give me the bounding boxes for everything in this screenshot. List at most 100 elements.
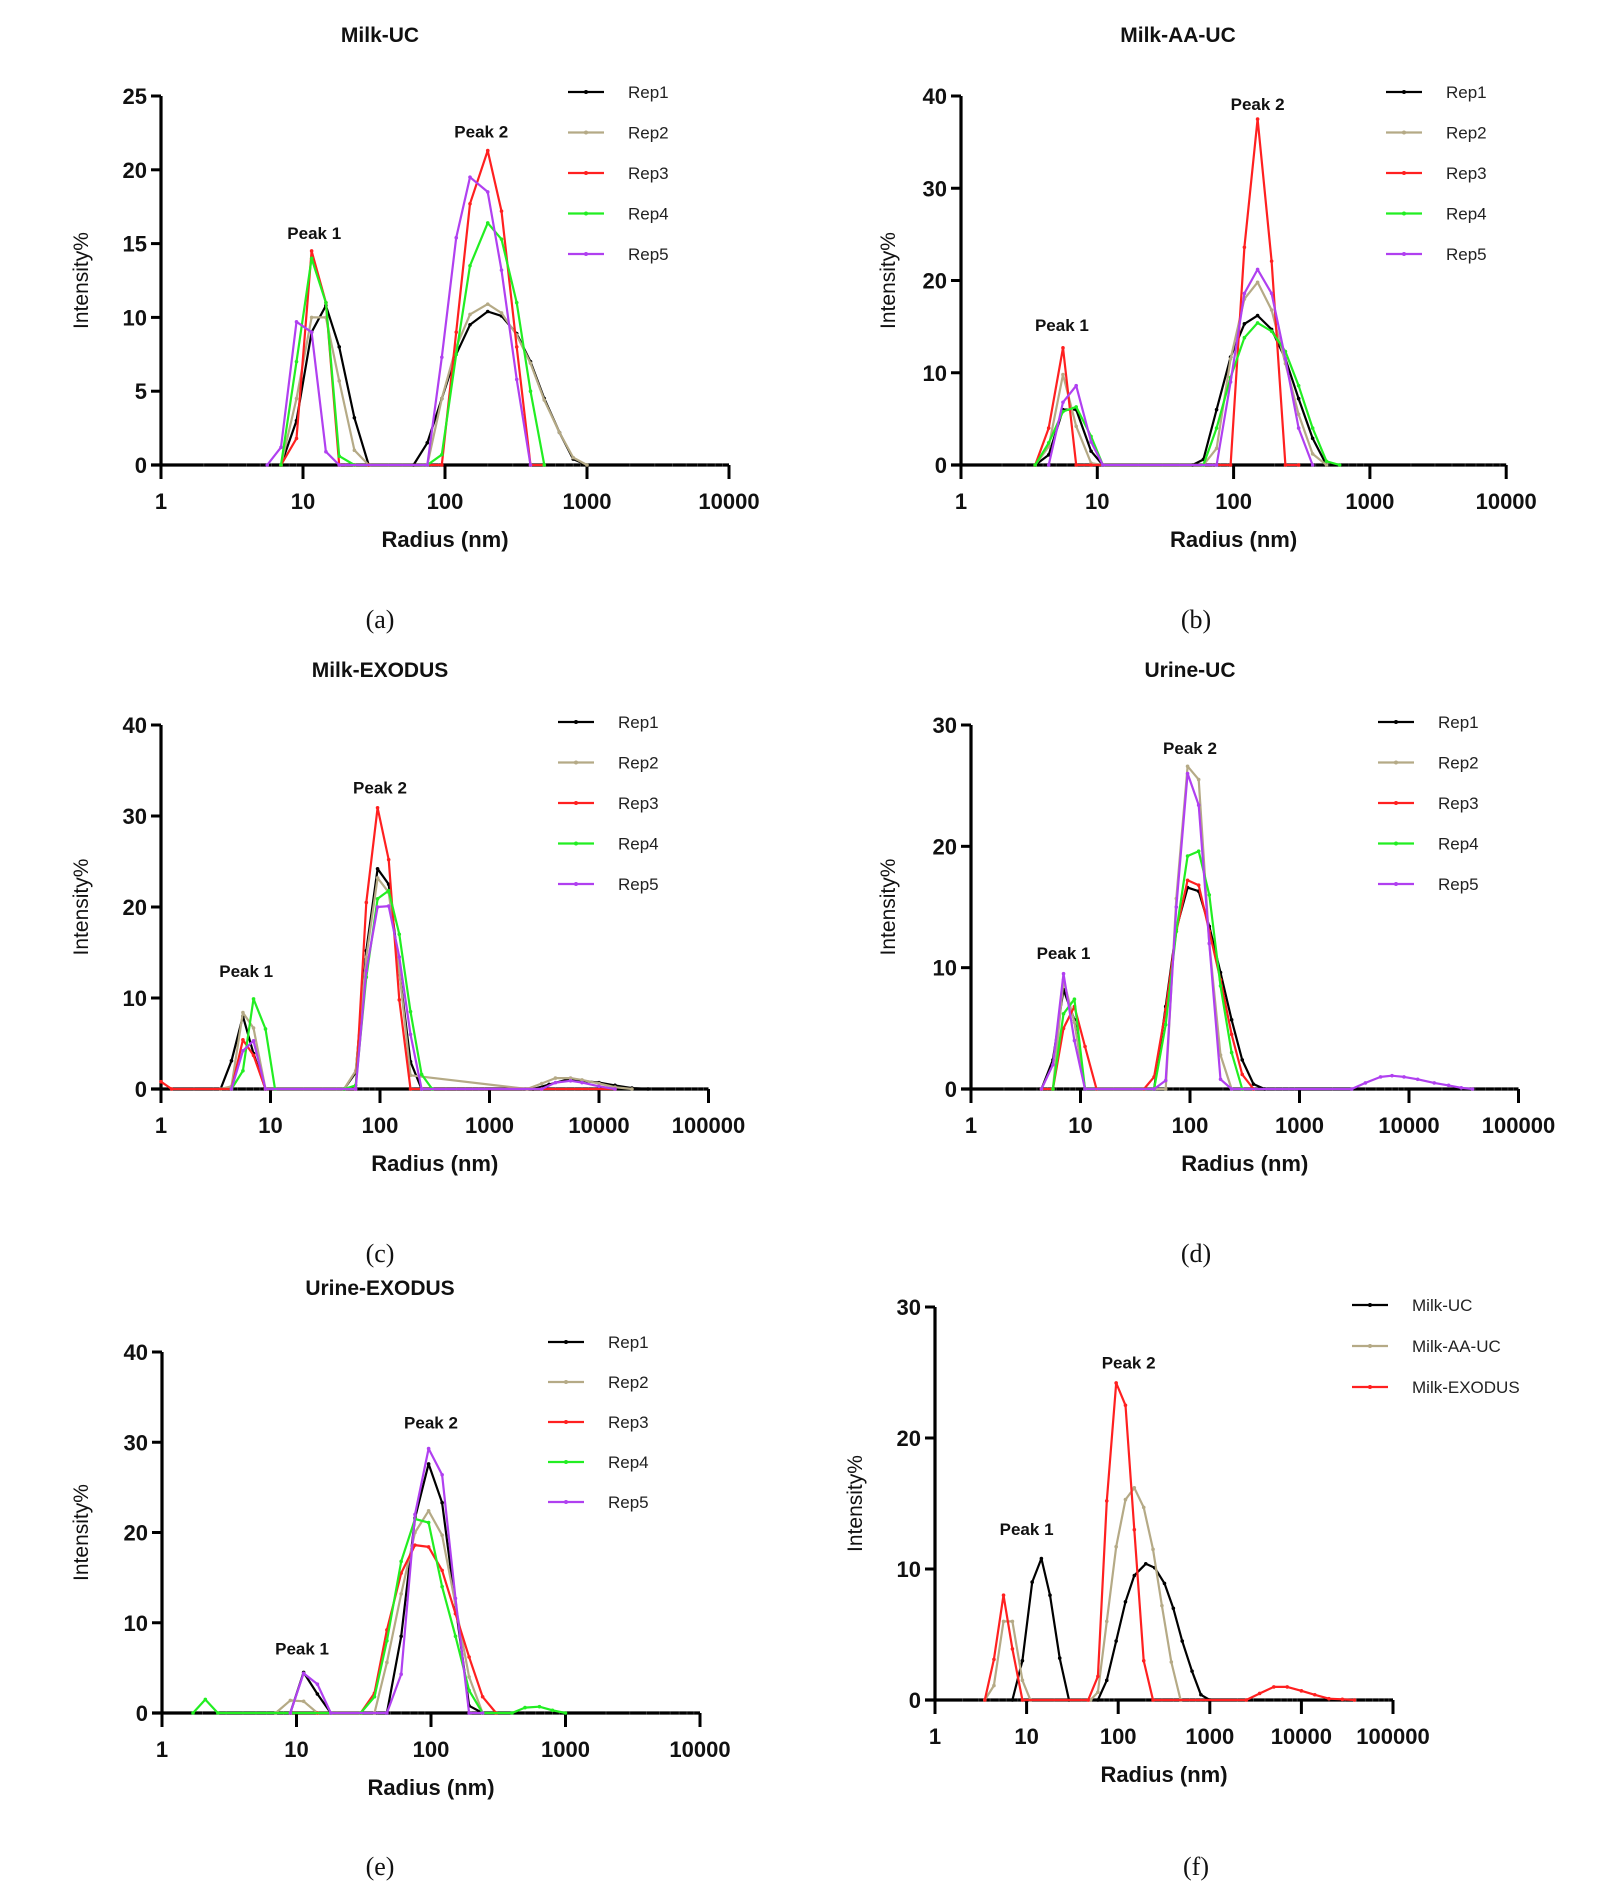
x-tick-label: 10000	[1476, 489, 1537, 514]
data-point	[1415, 1077, 1420, 1082]
legend: Rep1 Rep2 Rep3 Rep4 Rep5	[1386, 83, 1487, 264]
data-point	[453, 1596, 458, 1601]
data-point	[1255, 267, 1260, 272]
data-point	[263, 1087, 268, 1091]
data-point	[385, 1639, 389, 1643]
data-point	[337, 463, 342, 467]
data-point	[499, 268, 504, 272]
data-point	[1083, 1087, 1087, 1091]
peak-annotation: Peak 2	[353, 778, 407, 797]
data-point	[294, 359, 299, 364]
data-point	[467, 1711, 471, 1715]
x-tick-label: 1000	[1185, 1724, 1234, 1749]
legend-item: Rep5	[558, 875, 659, 894]
data-point	[1101, 463, 1105, 467]
series-rep1	[1039, 885, 1267, 1091]
data-point	[1352, 1698, 1357, 1702]
data-point	[1061, 372, 1065, 377]
data-point	[1207, 893, 1212, 897]
data-point	[1020, 1658, 1025, 1663]
data-point	[585, 463, 589, 467]
peak-annotation: Peak 1	[219, 962, 273, 981]
data-point	[1104, 1499, 1109, 1503]
data-point	[364, 955, 369, 959]
y-axis-label: Intensity%	[877, 859, 900, 956]
legend-label: Rep2	[1446, 124, 1487, 143]
x-tick-label: 100000	[1356, 1724, 1429, 1749]
data-point	[1033, 463, 1037, 467]
data-point	[241, 1048, 245, 1053]
data-point	[480, 1711, 485, 1715]
data-point	[1185, 764, 1190, 769]
x-tick-label: 10	[291, 489, 315, 514]
data-point	[397, 955, 402, 959]
data-point	[1072, 997, 1077, 1002]
data-point	[301, 1671, 306, 1676]
panel-caption: (d)	[1181, 1239, 1211, 1268]
data-point	[1089, 440, 1093, 444]
data-point	[992, 1657, 996, 1662]
data-point	[514, 345, 519, 349]
data-point	[1010, 1619, 1015, 1624]
data-point	[251, 997, 256, 1001]
data-point	[315, 1692, 320, 1696]
data-point	[440, 396, 444, 401]
data-point	[1048, 1593, 1052, 1597]
y-tick-label: 30	[123, 804, 147, 829]
data-point	[1096, 1674, 1100, 1679]
legend-item: Rep5	[568, 245, 669, 264]
data-point	[1074, 405, 1078, 409]
legend-marker	[574, 801, 578, 805]
x-tick-label: 100	[1172, 1113, 1209, 1138]
data-point	[480, 1694, 485, 1699]
data-point	[426, 1520, 431, 1525]
legend: Rep1 Rep2 Rep3 Rep4 Rep5	[568, 83, 669, 264]
legend-item: Rep1	[548, 1333, 649, 1352]
y-axis-label: Intensity%	[877, 232, 900, 329]
data-point	[1390, 1073, 1394, 1078]
data-point	[386, 888, 391, 893]
y-axis-label: Intensity%	[844, 1455, 867, 1552]
data-point	[1310, 426, 1315, 430]
data-point	[597, 1084, 601, 1089]
legend-label: Rep5	[1446, 245, 1487, 264]
legend-item: Rep3	[548, 1413, 649, 1432]
data-point	[1185, 771, 1190, 776]
data-point	[1196, 803, 1201, 807]
y-tick-label: 0	[135, 1077, 147, 1102]
series-line	[280, 149, 545, 467]
data-point	[539, 1081, 544, 1086]
data-point	[1327, 1696, 1331, 1701]
data-point	[1132, 1485, 1137, 1490]
data-point	[309, 249, 314, 253]
data-point	[1162, 1581, 1167, 1586]
data-point	[397, 998, 402, 1002]
series-rep5	[288, 1446, 485, 1715]
legend-item: Rep4	[568, 205, 669, 224]
data-point	[1296, 426, 1301, 430]
data-point	[1057, 1656, 1062, 1660]
data-point	[1240, 1072, 1245, 1077]
panel-caption: (a)	[366, 605, 395, 634]
legend-label: Rep1	[628, 83, 669, 102]
legend-label: Rep3	[1438, 794, 1479, 813]
data-point	[440, 1500, 444, 1505]
legend: Milk-UC Milk-AA-UC Milk-EXODUS	[1352, 1296, 1520, 1397]
x-tick-label: 100	[1100, 1724, 1137, 1749]
data-point	[408, 1087, 413, 1091]
legend-item: Rep2	[548, 1373, 649, 1392]
series-line	[1047, 268, 1314, 467]
legend-marker	[574, 882, 578, 886]
data-point	[372, 1694, 377, 1699]
data-point	[353, 1087, 358, 1091]
series-rep5	[1046, 267, 1315, 467]
x-tick-label: 1000	[541, 1737, 590, 1762]
y-tick-label: 0	[135, 453, 147, 478]
legend-marker	[1402, 90, 1406, 94]
data-point	[1229, 1087, 1234, 1091]
legend-label: Rep2	[628, 124, 669, 143]
data-point	[375, 905, 380, 909]
legend-item: Rep1	[1378, 713, 1479, 732]
panel-caption: (e)	[366, 1852, 395, 1881]
data-point	[337, 379, 342, 383]
